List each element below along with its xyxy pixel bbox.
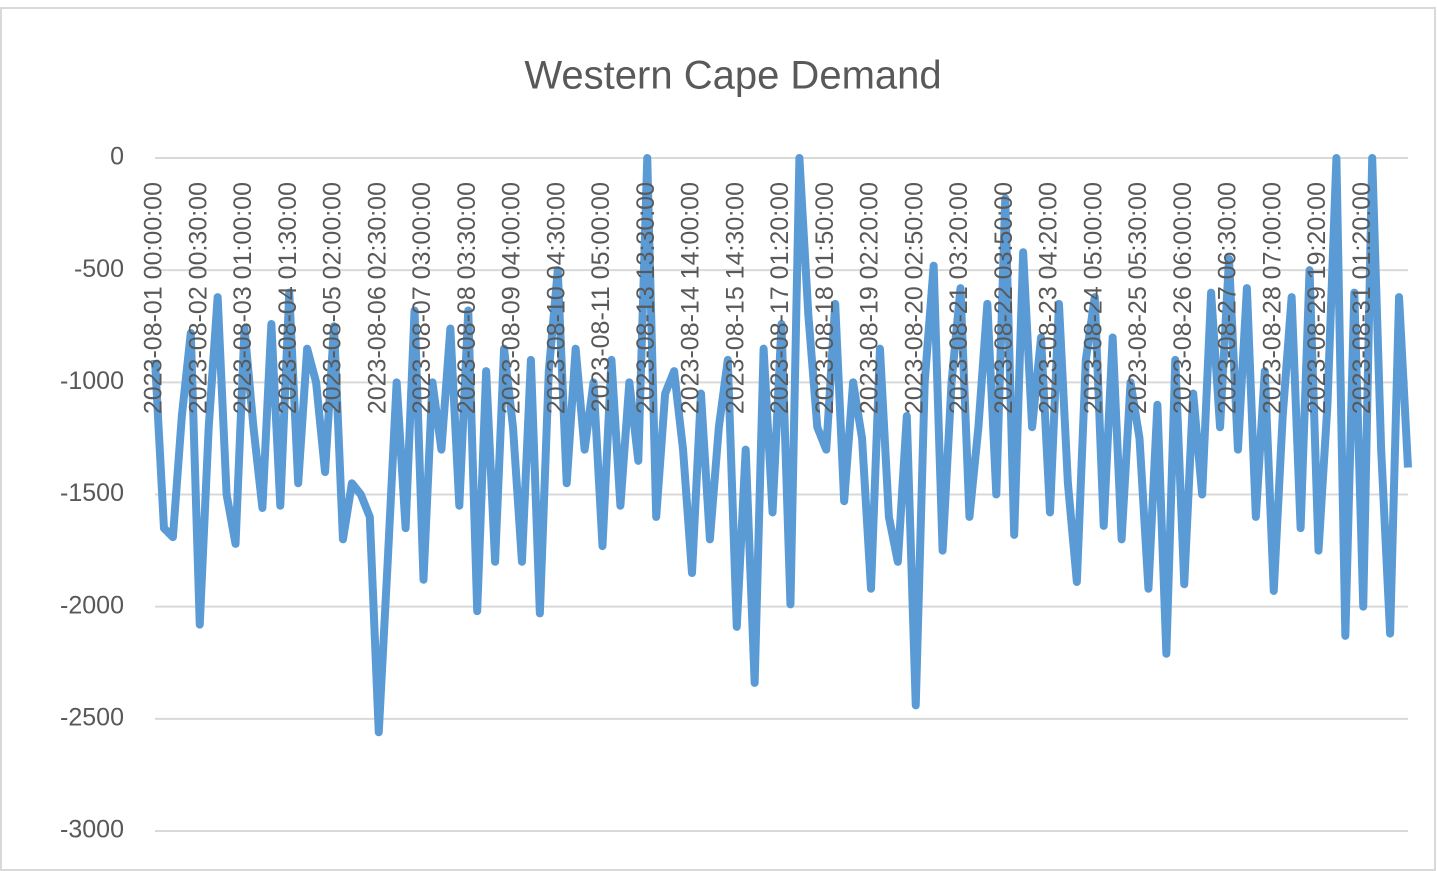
chart-title: Western Cape Demand <box>524 54 941 98</box>
x-tick-label: 2023-08-19 02:20:00 <box>856 182 884 414</box>
x-tick-label: 2023-08-22 03:50:00 <box>990 182 1018 414</box>
x-tick-label: 2023-08-10 04:30:00 <box>542 182 570 414</box>
x-tick-label: 2023-08-25 05:30:00 <box>1124 182 1152 414</box>
x-tick-label: 2023-08-13 13:30:00 <box>632 182 660 414</box>
y-tick-label: -1500 <box>60 479 124 507</box>
x-tick-label: 2023-08-14 14:00:00 <box>677 182 705 414</box>
x-tick-label: 2023-08-11 05:00:00 <box>587 182 615 412</box>
x-tick-label: 2023-08-15 14:30:00 <box>721 182 749 414</box>
y-tick-label: -500 <box>74 255 124 283</box>
y-tick-label: 0 <box>110 143 124 171</box>
y-tick-label: -1000 <box>60 367 124 395</box>
x-tick-label: 2023-08-01 00:00:00 <box>140 182 168 414</box>
x-tick-label: 2023-08-05 02:00:00 <box>319 182 347 414</box>
x-tick-label: 2023-08-23 04:20:00 <box>1035 182 1063 414</box>
x-tick-label: 2023-08-24 05:00:00 <box>1079 182 1107 414</box>
x-tick-label: 2023-08-03 01:00:00 <box>229 182 257 414</box>
y-tick-label: -2500 <box>60 703 124 731</box>
x-tick-label: 2023-08-28 07:00:00 <box>1258 182 1286 414</box>
x-tick-label: 2023-08-09 04:00:00 <box>498 182 526 414</box>
x-tick-label: 2023-08-04 01:30:00 <box>274 182 302 414</box>
x-tick-label: 2023-08-27 06:30:00 <box>1214 182 1242 414</box>
y-tick-label: -2000 <box>60 591 124 619</box>
x-tick-label: 2023-08-21 03:20:00 <box>945 182 973 414</box>
x-tick-label: 2023-08-06 02:30:00 <box>363 182 391 414</box>
y-tick-label: -3000 <box>60 816 124 844</box>
x-tick-label: 2023-08-18 01:50:00 <box>811 182 839 414</box>
x-tick-label: 2023-08-17 01:20:00 <box>766 182 794 414</box>
x-tick-label: 2023-08-08 03:30:00 <box>453 182 481 414</box>
data-line <box>151 154 1412 737</box>
x-tick-label: 2023-08-20 02:50:00 <box>900 182 928 414</box>
x-tick-label: 2023-08-26 06:00:00 <box>1169 182 1197 414</box>
x-tick-label: 2023-08-02 00:30:00 <box>184 182 212 414</box>
x-tick-label: 2023-08-29 19:20:00 <box>1303 182 1331 414</box>
x-tick-label: 2023-08-31 01:20:00 <box>1348 182 1376 414</box>
x-tick-label: 2023-08-07 03:00:00 <box>408 182 436 414</box>
